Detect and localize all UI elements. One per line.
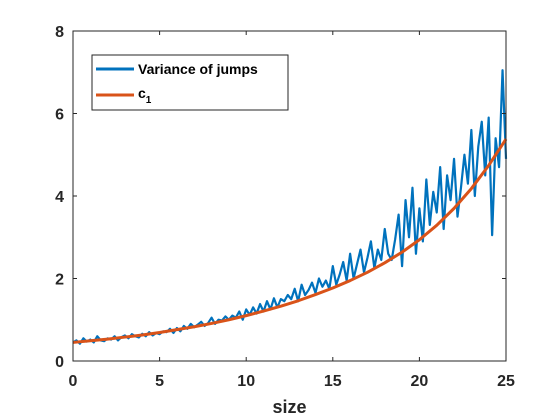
legend-label-c1: c1 <box>138 85 152 106</box>
x-tick-label-5: 5 <box>155 373 164 390</box>
legend-label-c1-main: c <box>138 85 146 101</box>
y-tick-label-4: 4 <box>55 189 64 206</box>
y-tick-label-0: 0 <box>55 354 64 371</box>
legend-box <box>91 54 289 111</box>
series-layer <box>72 69 508 345</box>
legend-label-variance: Variance of jumps <box>138 61 258 77</box>
ticks-layer: 0 5 10 15 20 25 0 2 4 6 8 <box>55 24 515 390</box>
x-tick-label-20: 20 <box>411 373 429 390</box>
y-tick-label-6: 6 <box>55 107 64 124</box>
y-tick-label-8: 8 <box>55 24 64 41</box>
series-line-c1 <box>72 138 508 344</box>
legend: Variance of jumps c1 <box>91 54 289 111</box>
x-tick-label-0: 0 <box>69 373 78 390</box>
legend-label-c1-sub: 1 <box>146 95 152 106</box>
x-tick-label-25: 25 <box>497 373 515 390</box>
x-axis-label: size <box>272 397 306 417</box>
x-tick-label-15: 15 <box>324 373 342 390</box>
y-tick-label-2: 2 <box>55 272 64 289</box>
x-tick-label-10: 10 <box>237 373 255 390</box>
